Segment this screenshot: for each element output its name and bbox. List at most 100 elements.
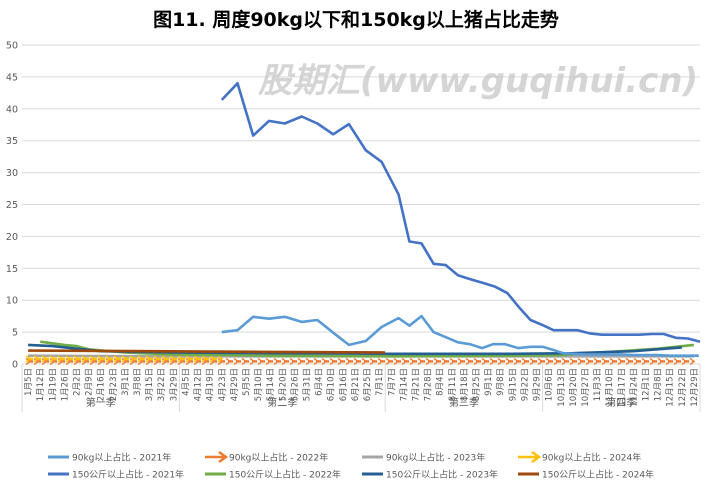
arrow-marker	[49, 355, 56, 363]
arrow-marker	[217, 357, 224, 366]
arrow-marker	[145, 357, 152, 366]
arrow-marker	[369, 357, 376, 366]
x-tick-label: 8月4日	[436, 368, 446, 396]
x-tick-label: 9月1日	[484, 368, 494, 396]
arrow-marker	[553, 357, 560, 366]
x-tick-label: 7月1日	[375, 368, 385, 396]
arrow-marker	[257, 357, 264, 366]
arrow-marker	[289, 357, 296, 366]
x-tick-label: 1月12日	[36, 368, 46, 401]
legend-label: 150公斤以上占比 - 2024年	[542, 469, 654, 481]
x-tick-label: 7月7日	[387, 368, 397, 396]
arrow-marker	[529, 357, 536, 366]
arrow-marker	[385, 357, 392, 366]
arrow-marker	[497, 357, 504, 366]
arrow-marker	[449, 357, 456, 366]
y-tick-label: 45	[6, 72, 18, 83]
y-tick-label: 15	[6, 264, 18, 275]
arrow-marker	[409, 357, 416, 366]
arrow-marker	[193, 357, 200, 366]
y-tick-label: 20	[6, 232, 18, 243]
x-tick-label: 5月14日	[266, 368, 276, 401]
arrow-marker	[297, 357, 304, 366]
y-tick-label: 35	[6, 136, 18, 147]
y-tick-label: 25	[6, 200, 18, 211]
x-tick-label: 6月21日	[351, 368, 361, 401]
x-tick-label: 5月31日	[303, 368, 313, 401]
arrow-icon	[205, 450, 229, 464]
arrow-marker	[33, 357, 40, 366]
arrow-marker	[505, 357, 512, 366]
arrow-marker	[65, 355, 72, 363]
arrow-marker	[465, 357, 472, 366]
arrow-marker	[353, 357, 360, 366]
arrow-marker	[521, 357, 528, 366]
arrow-marker	[137, 357, 144, 366]
legend-label: 90kg以上占比 - 2023年	[386, 452, 485, 464]
arrow-marker	[681, 357, 688, 366]
chart-title: 图11. 周度90kg以下和150kg以上猪占比走势	[153, 8, 559, 31]
x-tick-label: 2月2日	[72, 368, 82, 396]
legend-item: 90kg以上占比 - 2023年	[362, 452, 485, 464]
arrow-marker	[97, 357, 104, 366]
y-tick-label: 40	[6, 104, 18, 115]
arrow-marker	[233, 357, 240, 366]
arrow-marker	[137, 355, 144, 363]
arrow-marker	[673, 357, 680, 366]
arrow-marker	[249, 357, 256, 366]
y-tick-label: 10	[6, 296, 18, 307]
arrow-marker	[569, 357, 576, 366]
gridlines	[22, 44, 700, 333]
x-tick-label: 12月1日	[642, 368, 652, 401]
arrow-marker	[273, 357, 280, 366]
arrow-marker	[585, 357, 592, 366]
x-tick-label: 12月15日	[666, 368, 676, 407]
x-tick-label: 11月24日	[629, 368, 639, 407]
arrow-marker	[593, 357, 600, 366]
series-7	[28, 349, 386, 354]
arrow-marker	[457, 357, 464, 366]
x-tick-label: 3月15日	[145, 368, 155, 401]
x-tick-label: 4月12日	[194, 368, 204, 401]
legend-item: 90kg以上占比 - 2022年	[205, 450, 328, 464]
quarter-label: 第四季	[606, 396, 636, 409]
arrow-marker	[545, 357, 552, 366]
series-line	[220, 82, 701, 343]
series-line	[28, 349, 386, 354]
arrow-marker	[97, 355, 104, 363]
arrow-marker	[201, 355, 208, 363]
x-tick-label: 12月8日	[654, 368, 664, 401]
legend-item: 150公斤以上占比 - 2021年	[48, 469, 184, 481]
legend-label: 150公斤以上占比 - 2023年	[386, 469, 498, 481]
arrow-marker	[153, 357, 160, 366]
arrow-marker	[489, 357, 496, 366]
series-4	[220, 82, 701, 343]
x-tick-label: 8月18日	[460, 368, 470, 401]
x-tick-label: 8月25日	[472, 368, 482, 401]
x-tick-label: 1月5日	[24, 368, 34, 396]
arrow-marker	[113, 357, 120, 366]
arrow-marker	[49, 357, 56, 366]
x-tick-label: 5月10日	[254, 368, 264, 401]
arrow-marker	[513, 357, 520, 366]
arrow-marker	[241, 357, 248, 366]
arrow-marker	[281, 357, 288, 366]
arrow-marker	[81, 357, 88, 366]
arrow-marker	[89, 357, 96, 366]
x-tick-label: 6月16日	[339, 368, 349, 401]
arrow-marker	[321, 357, 328, 366]
arrow-marker	[609, 357, 616, 366]
arrow-marker	[433, 357, 440, 366]
arrow-marker	[201, 357, 208, 366]
arrow-marker	[361, 357, 368, 366]
arrow-marker	[121, 357, 128, 366]
arrow-marker	[481, 357, 488, 366]
arrow-marker	[209, 357, 216, 366]
x-tick-label: 5月26日	[290, 368, 300, 401]
arrow-marker	[113, 355, 120, 363]
arrow-marker	[633, 357, 640, 366]
x-tick-label: 12月29日	[690, 368, 700, 407]
arrow-marker	[401, 357, 408, 366]
